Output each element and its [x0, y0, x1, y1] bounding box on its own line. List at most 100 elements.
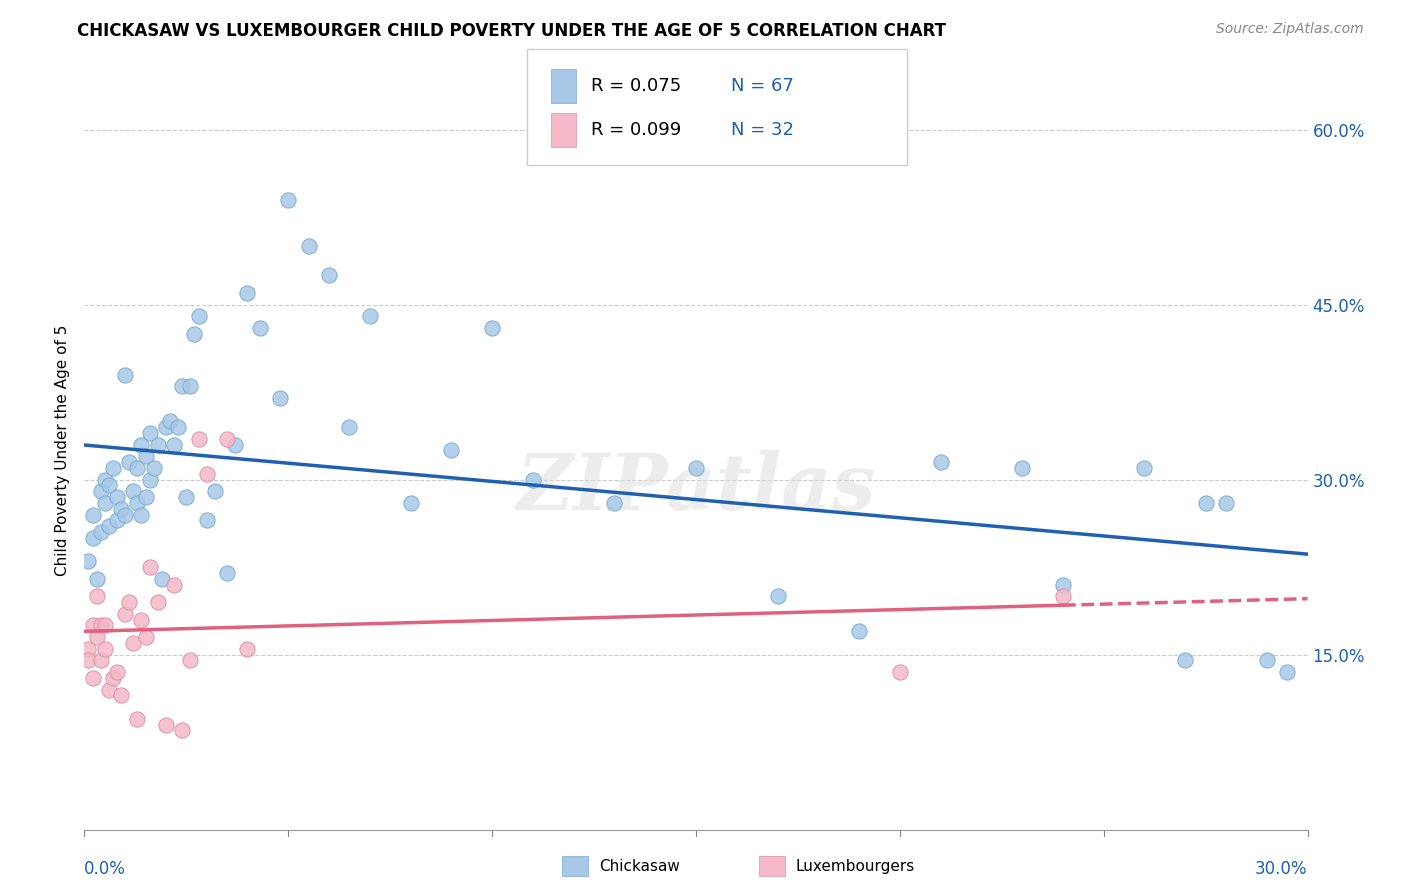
Point [179, 653, 201, 667]
Point [97, 682, 120, 697]
Point [359, 310, 381, 324]
Point [1215, 496, 1237, 510]
Point [118, 455, 141, 469]
Point [183, 326, 205, 341]
Point [86, 589, 108, 603]
Text: Luxembourgers: Luxembourgers [796, 859, 915, 873]
Point [82, 531, 104, 545]
Point [269, 391, 291, 405]
Point [122, 484, 145, 499]
Point [929, 455, 952, 469]
Point [101, 461, 124, 475]
Point [93, 496, 115, 510]
Point [90, 653, 112, 667]
Point [187, 432, 209, 446]
Text: 30.0%: 30.0% [1256, 860, 1308, 878]
Text: Source: ZipAtlas.com: Source: ZipAtlas.com [1216, 22, 1364, 37]
Text: N = 67: N = 67 [731, 77, 794, 95]
Point [131, 437, 153, 451]
Text: ZIPatlas: ZIPatlas [516, 450, 876, 526]
Point [440, 443, 463, 458]
Point [114, 368, 136, 382]
Point [1174, 653, 1197, 667]
Point [159, 414, 181, 428]
Point [1195, 496, 1218, 510]
Point [224, 437, 246, 451]
Point [848, 624, 870, 639]
Point [163, 437, 186, 451]
Point [127, 712, 149, 726]
Point [131, 613, 153, 627]
Point [105, 490, 128, 504]
Point [298, 239, 321, 253]
Point [138, 560, 160, 574]
Point [481, 321, 503, 335]
Point [90, 484, 112, 499]
Point [110, 501, 132, 516]
Point [101, 671, 124, 685]
Point [93, 618, 115, 632]
Point [685, 461, 707, 475]
Point [138, 473, 160, 487]
Point [179, 379, 201, 393]
Point [114, 508, 136, 522]
Point [167, 420, 190, 434]
Point [122, 636, 145, 650]
Point [155, 717, 177, 731]
Point [77, 554, 100, 568]
Text: 0.0%: 0.0% [84, 860, 127, 878]
Point [82, 508, 104, 522]
Point [77, 641, 100, 656]
Point [97, 519, 120, 533]
Point [127, 461, 149, 475]
Point [131, 508, 153, 522]
Point [110, 689, 132, 703]
Y-axis label: Child Poverty Under the Age of 5: Child Poverty Under the Age of 5 [55, 325, 70, 576]
Point [150, 572, 173, 586]
Point [249, 321, 271, 335]
Point [93, 473, 115, 487]
Point [105, 665, 128, 679]
Point [1133, 461, 1156, 475]
Point [142, 461, 165, 475]
Point [277, 193, 299, 207]
Text: Chickasaw: Chickasaw [599, 859, 681, 873]
Text: R = 0.099: R = 0.099 [591, 121, 681, 139]
Point [127, 496, 149, 510]
Point [174, 490, 197, 504]
Point [82, 671, 104, 685]
Point [135, 450, 157, 464]
Point [138, 425, 160, 440]
Point [146, 437, 169, 451]
Point [118, 595, 141, 609]
Point [82, 618, 104, 632]
Point [172, 723, 194, 738]
Point [766, 589, 789, 603]
Point [889, 665, 911, 679]
Point [135, 490, 157, 504]
Point [339, 420, 361, 434]
Text: CHICKASAW VS LUXEMBOURGER CHILD POVERTY UNDER THE AGE OF 5 CORRELATION CHART: CHICKASAW VS LUXEMBOURGER CHILD POVERTY … [77, 22, 946, 40]
Point [187, 310, 209, 324]
Point [97, 478, 120, 492]
Point [1011, 461, 1033, 475]
Point [195, 513, 218, 527]
Point [236, 641, 259, 656]
Point [399, 496, 422, 510]
Point [163, 577, 186, 591]
Point [603, 496, 626, 510]
Point [236, 285, 259, 300]
Point [86, 630, 108, 644]
Point [217, 432, 239, 446]
Point [105, 513, 128, 527]
Point [1256, 653, 1278, 667]
Point [204, 484, 226, 499]
Point [217, 566, 239, 580]
Point [1052, 589, 1074, 603]
Point [522, 473, 544, 487]
Point [172, 379, 194, 393]
Point [86, 572, 108, 586]
Text: N = 32: N = 32 [731, 121, 794, 139]
Point [93, 641, 115, 656]
Point [1052, 577, 1074, 591]
